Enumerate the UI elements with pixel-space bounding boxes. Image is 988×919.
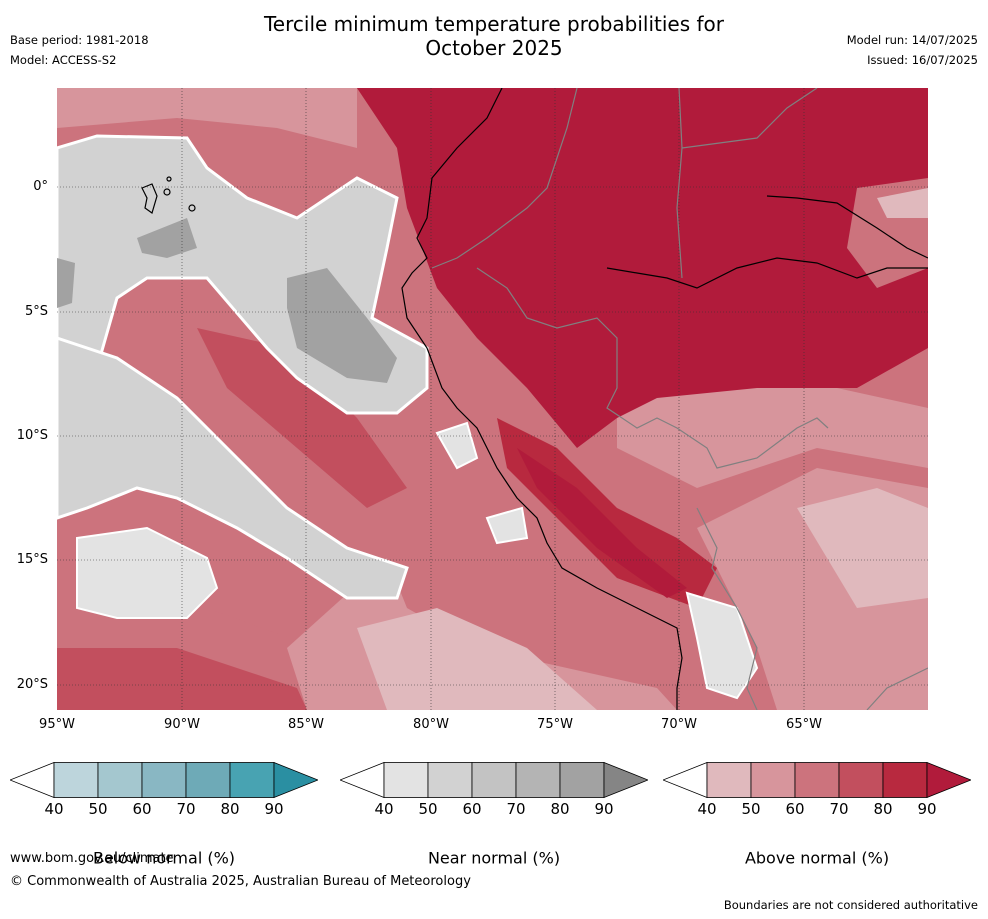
colorbar-segment [185, 762, 231, 798]
meta-left: Base period: 1981-2018 Model: ACCESS-S2 [10, 30, 149, 70]
colorbar-tick-label: 40 [374, 800, 394, 818]
northern-coast [766, 195, 928, 259]
lon-tick: 95°W [39, 717, 75, 732]
base-period: Base period: 1981-2018 [10, 33, 149, 47]
colorbar-extend-high [603, 762, 648, 798]
colorbar-tick-label: 80 [550, 800, 570, 818]
lat-tick: 15°S [16, 552, 48, 567]
colorbar-segment [750, 762, 796, 798]
meta-right: Model run: 14/07/2025 Issued: 16/07/2025 [847, 30, 978, 70]
colorbar-tick-label: 40 [697, 800, 717, 818]
country-borders [431, 88, 928, 710]
below-normal-colorbar [10, 762, 318, 798]
colorbar-tick-label: 90 [594, 800, 614, 818]
lon-tick: 80°W [413, 717, 449, 732]
galapagos-islands [141, 176, 196, 214]
colorbar-segment [559, 762, 605, 798]
coastline [401, 88, 683, 710]
model-run: Model run: 14/07/2025 [846, 33, 978, 47]
near-normal-colorbar [340, 762, 648, 798]
colorbar-tick-label: 60 [785, 800, 805, 818]
near-normal-label: Near normal (%) [427, 848, 561, 868]
colorbar-segment [141, 762, 187, 798]
colorbar-segment [706, 762, 752, 798]
model-name: Model: ACCESS-S2 [10, 53, 117, 67]
colorbar-extend-low [10, 762, 55, 798]
lat-tick: 20°S [16, 677, 48, 692]
lat-tick: 10°S [16, 428, 48, 443]
probability-map [57, 88, 928, 710]
colorbar-tick-label: 90 [264, 800, 284, 818]
graticule [57, 88, 928, 710]
colorbar-tick-label: 70 [506, 800, 526, 818]
colorbar-extend-high [926, 762, 971, 798]
title-line-2: October 2025 [425, 36, 563, 60]
below-normal-label: Below normal (%) [92, 848, 236, 868]
colorbar-tick-label: 50 [418, 800, 438, 818]
colorbar-tick-label: 80 [873, 800, 893, 818]
lat-tick: 0° [33, 179, 48, 194]
colorbar-tick-label: 60 [132, 800, 152, 818]
colorbar-tick-label: 70 [176, 800, 196, 818]
colorbar-segment [838, 762, 884, 798]
copyright: © Commonwealth of Australia 2025, Austra… [10, 874, 471, 889]
colorbar-segment [53, 762, 99, 798]
colorbar-segment [471, 762, 517, 798]
issued-date: Issued: 16/07/2025 [867, 53, 978, 67]
website-url: www.bom.gov.au/climate [10, 851, 174, 866]
lon-tick: 75°W [537, 717, 573, 732]
colorbar-segment [515, 762, 561, 798]
lat-tick: 5°S [24, 304, 48, 319]
colorbar-tick-label: 90 [917, 800, 937, 818]
colorbar-tick-label: 60 [462, 800, 482, 818]
colorbar-extend-high [273, 762, 318, 798]
disclaimer: Boundaries are not considered authoritat… [723, 898, 978, 912]
colorbar-tick-label: 80 [220, 800, 240, 818]
colorbar-tick-label: 50 [88, 800, 108, 818]
colorbar-segment [97, 762, 143, 798]
amazon-river [606, 257, 928, 289]
colorbar-segment [882, 762, 928, 798]
chart-title: Tercile minimum temperature probabilitie… [0, 12, 988, 60]
colorbar-tick-label: 50 [741, 800, 761, 818]
colorbar-extend-low [340, 762, 385, 798]
above-normal-colorbar [663, 762, 971, 798]
colorbar-extend-low [663, 762, 708, 798]
colorbar-segment [229, 762, 275, 798]
lon-tick: 90°W [164, 717, 200, 732]
colorbar-tick-label: 40 [44, 800, 64, 818]
lon-tick: 85°W [288, 717, 324, 732]
colorbar-segment [794, 762, 840, 798]
colorbar-segment [383, 762, 429, 798]
colorbar-segment [427, 762, 473, 798]
above-normal-label: Above normal (%) [744, 848, 890, 868]
colorbar-tick-label: 70 [829, 800, 849, 818]
lon-tick: 65°W [786, 717, 822, 732]
map-fill-layers [57, 88, 928, 710]
title-line-1: Tercile minimum temperature probabilitie… [263, 12, 725, 36]
lon-tick: 70°W [661, 717, 697, 732]
